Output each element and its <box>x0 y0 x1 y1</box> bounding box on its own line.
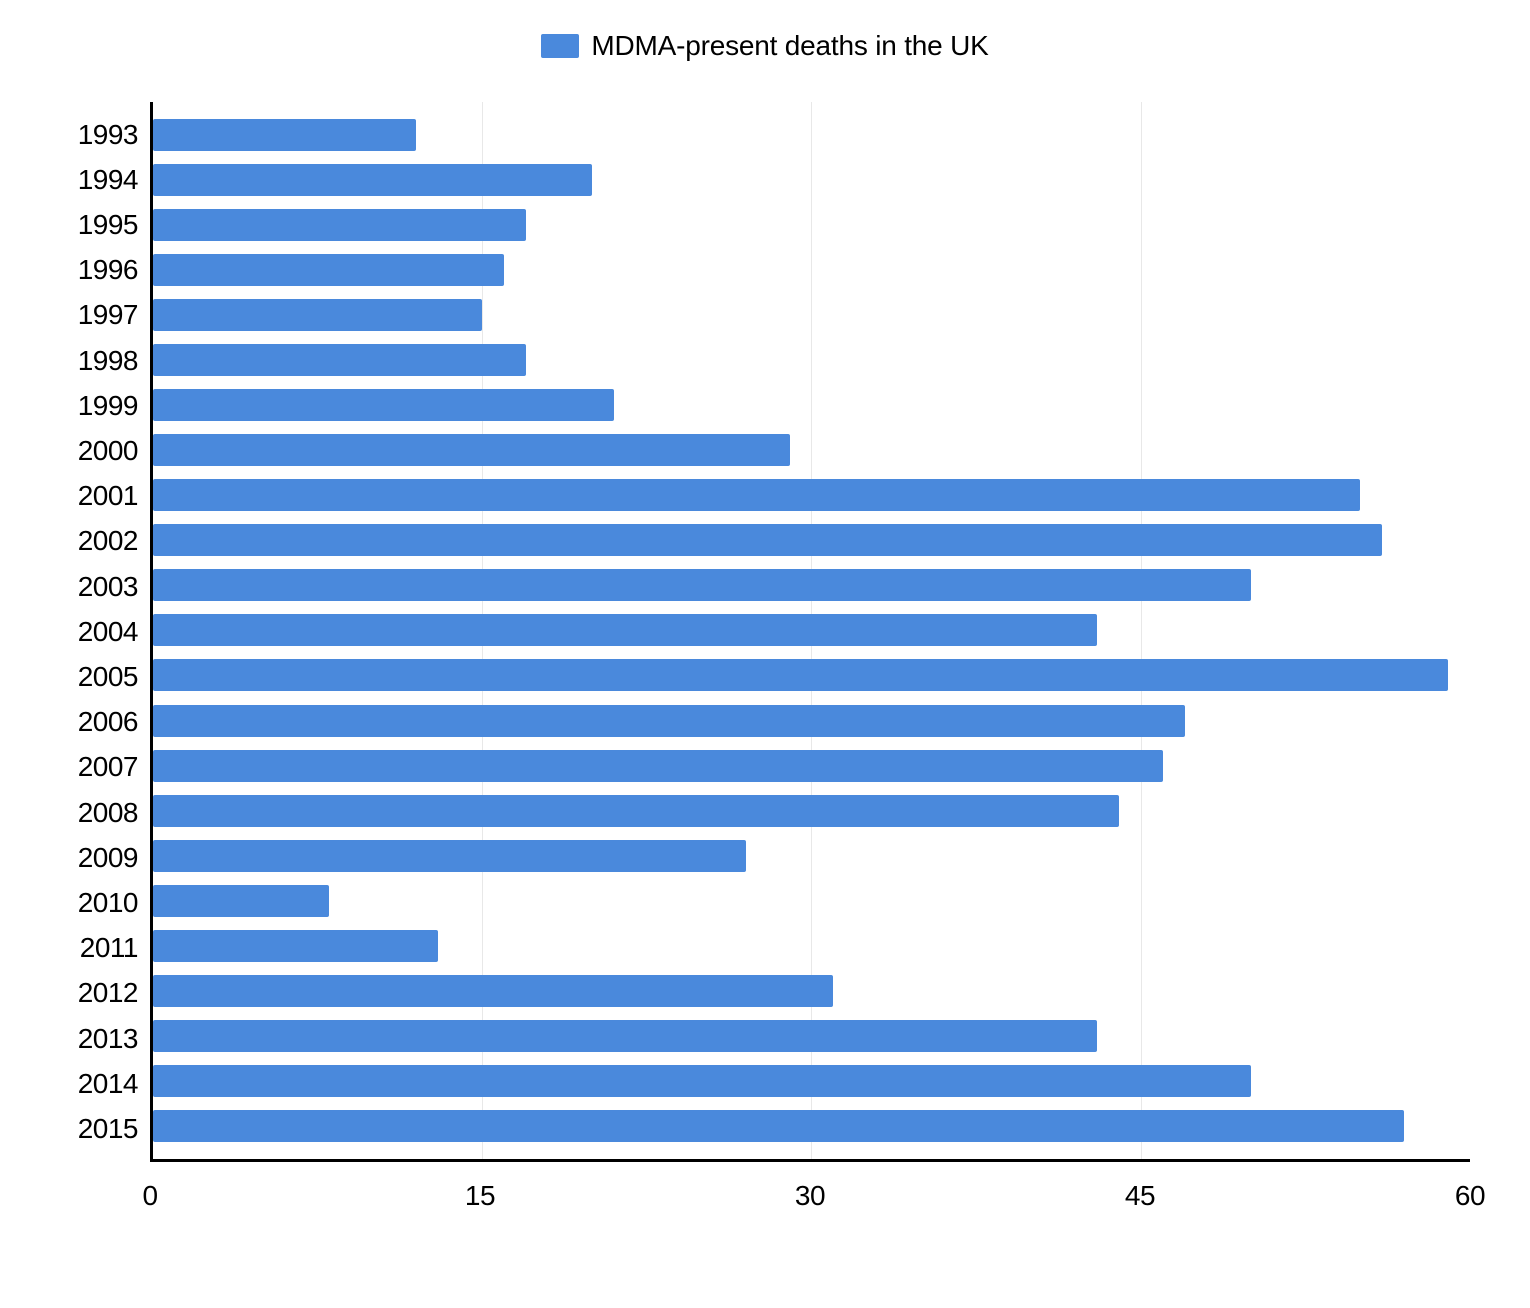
bar <box>153 795 1119 827</box>
y-tick-label: 2012 <box>60 979 150 1007</box>
y-tick-label: 2014 <box>60 1070 150 1098</box>
bar <box>153 479 1360 511</box>
x-tick-label: 60 <box>1455 1180 1485 1212</box>
chart-container: MDMA-present deaths in the UK 1993199419… <box>0 0 1530 1308</box>
x-tick-label: 45 <box>1125 1180 1155 1212</box>
y-tick-label: 2005 <box>60 663 150 691</box>
plot-area <box>150 102 1470 1162</box>
bar <box>153 434 790 466</box>
bar <box>153 1110 1404 1142</box>
bar <box>153 705 1185 737</box>
bar <box>153 164 592 196</box>
y-tick-label: 2010 <box>60 889 150 917</box>
bar <box>153 299 482 331</box>
legend: MDMA-present deaths in the UK <box>60 30 1470 62</box>
y-tick-label: 2009 <box>60 844 150 872</box>
bar <box>153 569 1251 601</box>
y-tick-label: 2013 <box>60 1025 150 1053</box>
y-tick-label: 2007 <box>60 753 150 781</box>
y-tick-label: 2015 <box>60 1115 150 1143</box>
y-tick-label: 1999 <box>60 392 150 420</box>
x-axis: 015304560 <box>150 1162 1470 1222</box>
y-tick-label: 2008 <box>60 799 150 827</box>
bar <box>153 1065 1251 1097</box>
x-tick-label: 15 <box>465 1180 495 1212</box>
bar <box>153 344 526 376</box>
y-tick-label: 2002 <box>60 527 150 555</box>
bar <box>153 1020 1097 1052</box>
bar <box>153 840 746 872</box>
y-tick-label: 2000 <box>60 437 150 465</box>
y-tick-label: 2011 <box>60 934 150 962</box>
bar <box>153 930 438 962</box>
bar <box>153 254 504 286</box>
bar <box>153 209 526 241</box>
y-tick-label: 1997 <box>60 301 150 329</box>
legend-label: MDMA-present deaths in the UK <box>591 30 988 62</box>
bar <box>153 750 1163 782</box>
y-tick-label: 2003 <box>60 573 150 601</box>
plot: 1993 1994 1995 1996 1997 1998 1999 2000 2001 2002… <box>60 102 1470 1222</box>
bar <box>153 975 833 1007</box>
bar <box>153 119 416 151</box>
y-tick-label: 2006 <box>60 708 150 736</box>
bar <box>153 389 614 421</box>
y-tick-label: 1995 <box>60 211 150 239</box>
bar <box>153 614 1097 646</box>
y-tick-label: 1993 <box>60 121 150 149</box>
bar <box>153 659 1448 691</box>
bar <box>153 524 1382 556</box>
x-tick-label: 0 <box>142 1180 157 1212</box>
y-tick-label: 2001 <box>60 482 150 510</box>
y-tick-label: 1998 <box>60 347 150 375</box>
y-tick-label: 1996 <box>60 256 150 284</box>
bars <box>153 102 1470 1159</box>
y-tick-label: 1994 <box>60 166 150 194</box>
y-axis: 1993 1994 1995 1996 1997 1998 1999 2000 2001 2002… <box>60 102 150 1162</box>
x-tick-label: 30 <box>795 1180 825 1212</box>
bar <box>153 885 329 917</box>
y-tick-label: 2004 <box>60 618 150 646</box>
legend-swatch <box>541 34 579 58</box>
